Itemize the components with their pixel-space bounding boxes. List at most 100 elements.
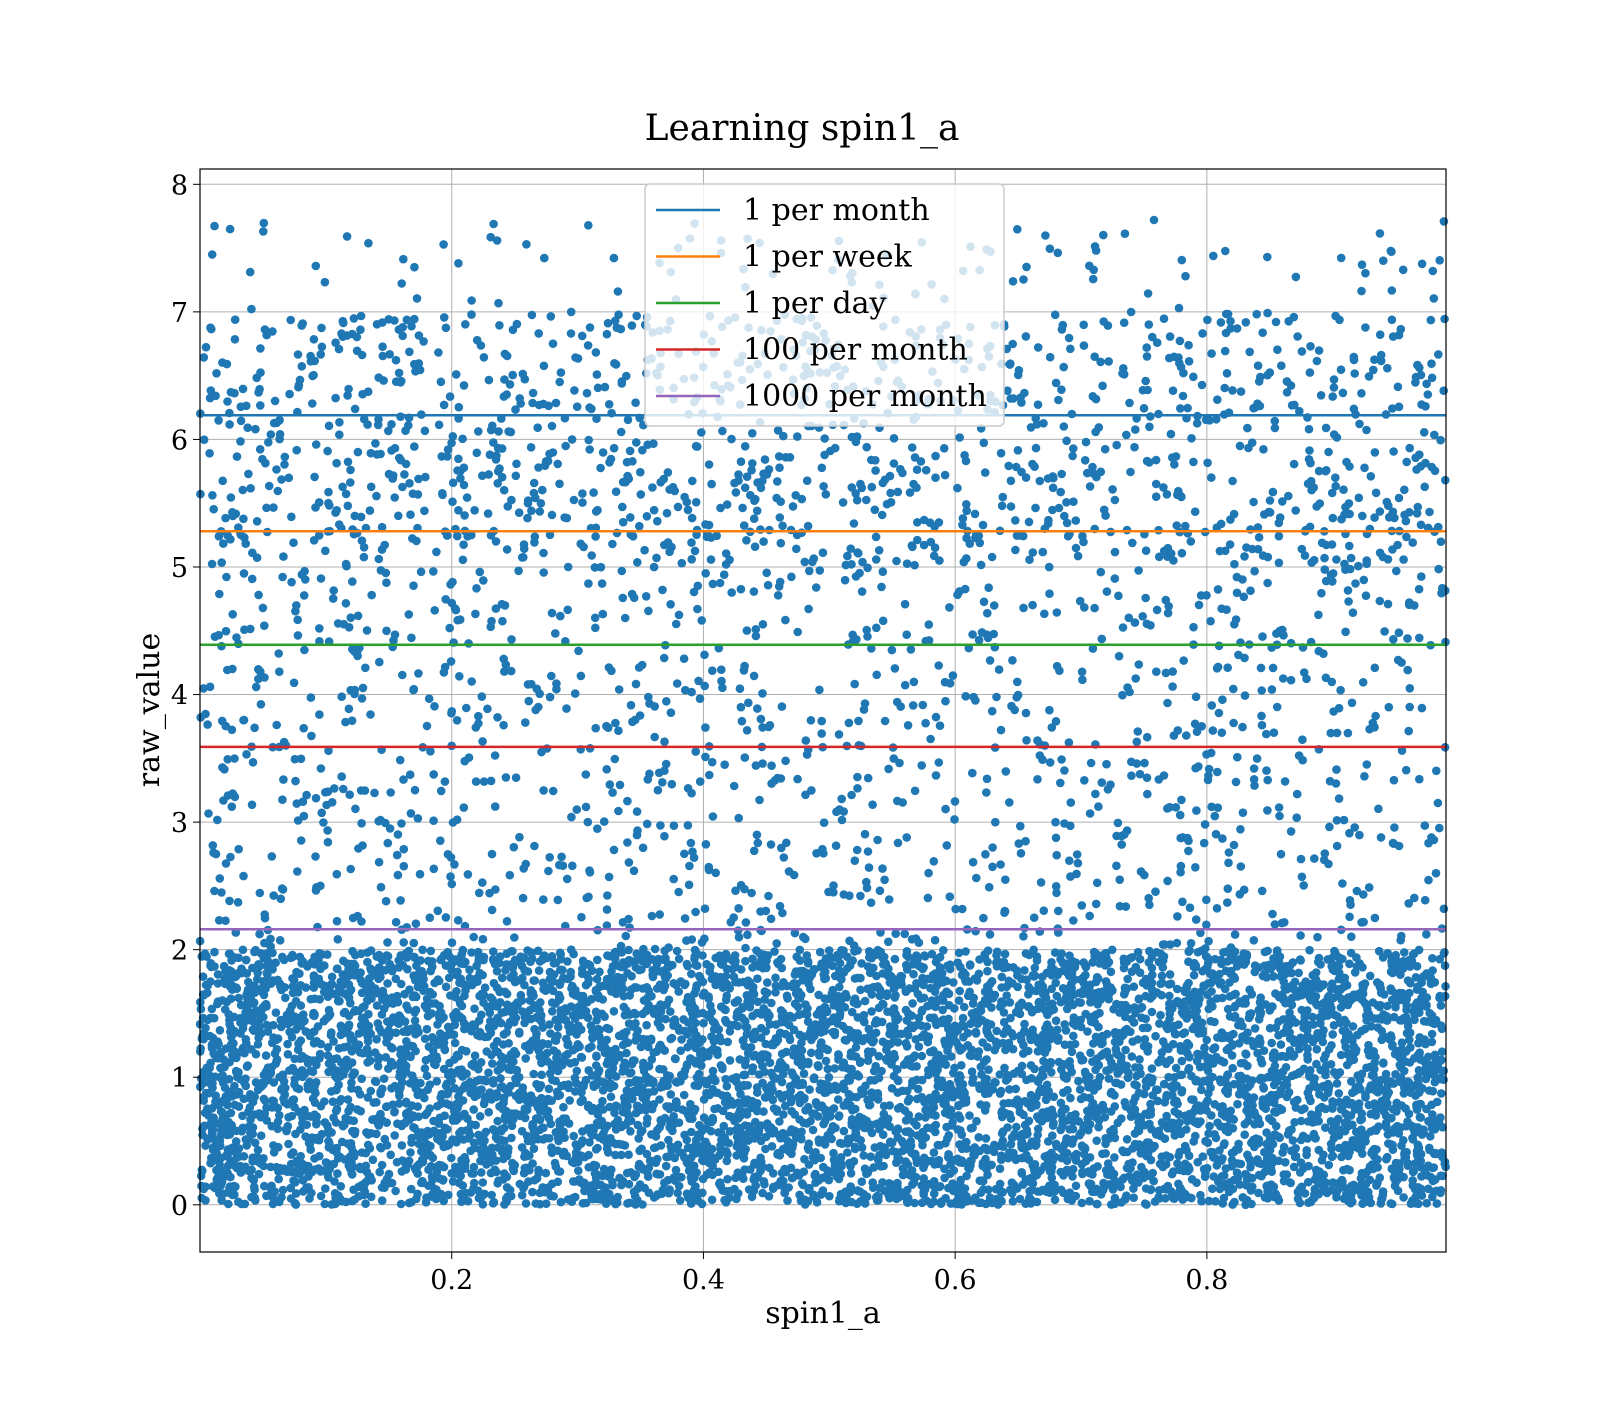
- scatter-point: [449, 1177, 458, 1186]
- scatter-point: [758, 1189, 767, 1198]
- scatter-point: [376, 1088, 385, 1097]
- scatter-point: [1086, 1049, 1095, 1058]
- scatter-point: [593, 956, 602, 965]
- scatter-point: [544, 1188, 553, 1197]
- scatter-point: [767, 999, 776, 1008]
- scatter-point: [247, 1045, 256, 1054]
- scatter-point: [592, 1052, 601, 1061]
- scatter-point: [220, 1055, 229, 1064]
- scatter-point: [1370, 1145, 1379, 1154]
- scatter-point: [1135, 1055, 1144, 1064]
- scatter-point: [741, 1095, 750, 1104]
- scatter-point: [977, 1198, 986, 1207]
- scatter-point: [978, 1038, 987, 1047]
- scatter-point: [910, 1178, 919, 1187]
- scatter-point: [984, 1065, 993, 1074]
- scatter-point: [1269, 954, 1278, 963]
- scatter-point: [950, 1064, 959, 1073]
- scatter-point: [663, 1081, 672, 1090]
- scatter-point: [382, 1053, 391, 1062]
- scatter-point: [607, 987, 616, 996]
- scatter-point: [1025, 951, 1034, 960]
- scatter-point: [1022, 1076, 1031, 1085]
- scatter-point: [1199, 981, 1208, 990]
- scatter-point: [1357, 1027, 1366, 1036]
- scatter-point: [447, 1154, 456, 1163]
- scatter-point: [726, 1056, 735, 1065]
- scatter-point: [333, 1169, 342, 1178]
- scatter-point: [1148, 1008, 1157, 1017]
- scatter-point: [676, 1196, 685, 1205]
- scatter-point: [959, 1033, 968, 1042]
- scatter-point: [1240, 1130, 1249, 1139]
- scatter-point: [418, 1177, 427, 1186]
- scatter-point: [1095, 959, 1104, 968]
- scatter-point: [717, 1037, 726, 1046]
- scatter-point: [959, 1087, 968, 1096]
- scatter-point: [565, 1096, 574, 1105]
- scatter-point: [1345, 960, 1354, 969]
- scatter-point: [741, 1061, 750, 1070]
- scatter-point: [592, 1161, 601, 1170]
- scatter-point: [496, 952, 505, 961]
- scatter-point: [292, 1084, 301, 1093]
- scatter-point: [1145, 958, 1154, 967]
- scatter-point: [1080, 1093, 1089, 1102]
- scatter-point: [403, 953, 412, 962]
- scatter-point: [392, 975, 401, 984]
- scatter-point: [1379, 1058, 1388, 1067]
- scatter-point: [1399, 1193, 1408, 1202]
- scatter-point: [819, 1120, 828, 1129]
- scatter-point: [357, 1075, 366, 1084]
- scatter-point: [874, 1091, 883, 1100]
- scatter-point: [1081, 1068, 1090, 1077]
- scatter-point: [1226, 992, 1235, 1001]
- scatter-point: [904, 1194, 913, 1203]
- scatter-point: [678, 1149, 687, 1158]
- scatter-point: [1172, 1064, 1181, 1073]
- scatter-point: [454, 1092, 463, 1101]
- scatter-point: [369, 1156, 378, 1165]
- scatter-point: [375, 1168, 384, 1177]
- scatter-point: [816, 1079, 825, 1088]
- scatter-point: [773, 1106, 782, 1115]
- scatter-point: [479, 1200, 488, 1209]
- scatter-point: [413, 1102, 422, 1111]
- scatter-point: [1117, 1198, 1126, 1207]
- scatter-point: [398, 1156, 407, 1165]
- scatter-point: [655, 1065, 664, 1074]
- scatter-point: [645, 987, 654, 996]
- scatter-point: [1130, 1018, 1139, 1027]
- scatter-point: [858, 1177, 867, 1186]
- scatter-point: [445, 974, 454, 983]
- scatter-point: [476, 1112, 485, 1121]
- scatter-point: [1241, 1120, 1250, 1129]
- scatter-point: [785, 1032, 794, 1041]
- scatter-point: [379, 987, 388, 996]
- scatter-point: [825, 1073, 834, 1082]
- scatter-point: [1113, 1069, 1122, 1078]
- scatter-point: [912, 1035, 921, 1044]
- scatter-point: [1304, 1117, 1313, 1126]
- scatter-point: [904, 1127, 913, 1136]
- scatter-point: [753, 974, 762, 983]
- scatter-point: [1189, 1025, 1198, 1034]
- scatter-point: [981, 1106, 990, 1115]
- scatter-point: [656, 1170, 665, 1179]
- scatter-point: [830, 1104, 839, 1113]
- scatter-point: [956, 1176, 965, 1185]
- scatter-point: [642, 1021, 651, 1030]
- scatter-point: [1268, 1002, 1277, 1011]
- scatter-point: [466, 1147, 475, 1156]
- scatter-point: [527, 948, 536, 957]
- scatter-point: [484, 1108, 493, 1117]
- scatter-point: [271, 958, 280, 967]
- scatter-point: [1017, 1036, 1026, 1045]
- scatter-point: [830, 1015, 839, 1024]
- scatter-point: [1159, 1163, 1168, 1172]
- scatter-point: [983, 958, 992, 967]
- scatter-point: [734, 996, 743, 1005]
- scatter-point: [545, 1085, 554, 1094]
- scatter-point: [623, 1102, 632, 1111]
